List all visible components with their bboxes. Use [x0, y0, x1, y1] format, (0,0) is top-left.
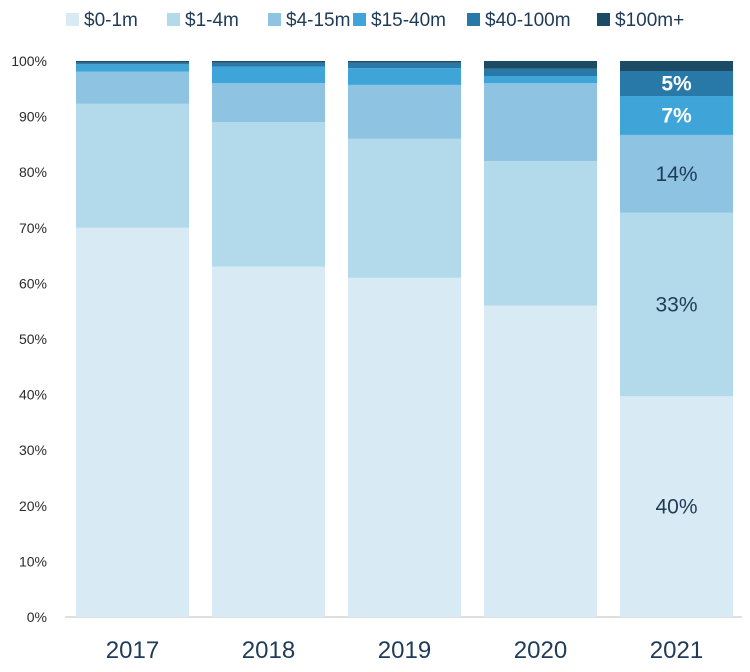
bar-segment [484, 161, 597, 306]
legend-swatch-40-100m [467, 13, 480, 26]
bar-segment [348, 62, 461, 69]
legend-swatch-100m [597, 13, 610, 26]
y-tick-label: 20% [19, 498, 47, 514]
bar-segment [212, 122, 325, 267]
bar-segment [212, 66, 325, 84]
y-axis: 0% 10% 20% 30% 40% 50% 60% 70% 80% 90% 100% [11, 53, 47, 625]
legend-swatch-1-4m [167, 13, 180, 26]
bar-segment [348, 277, 461, 617]
y-tick-label: 30% [19, 442, 47, 458]
legend-label-15-40m: $15-40m [371, 10, 446, 31]
y-tick-label: 40% [19, 387, 47, 403]
y-tick-label: 80% [19, 164, 47, 180]
data-label: 40% [655, 496, 697, 519]
x-tick-label: 2021 [650, 637, 703, 664]
x-tick-label: 2017 [106, 637, 159, 664]
bars [76, 61, 733, 618]
bar-segment [620, 396, 733, 617]
legend-label-0-1m: $0-1m [84, 10, 138, 31]
legend-label-40-100m: $40-100m [485, 10, 571, 31]
legend-label-4-15m: $4-15m [286, 10, 350, 31]
bar-segment [348, 138, 461, 278]
x-tick-label: 2019 [378, 637, 431, 664]
bar-segment [620, 96, 733, 135]
bar-segment [348, 68, 461, 85]
bar-segment [620, 212, 733, 397]
legend-swatch-15-40m [353, 13, 366, 26]
bar-segment [76, 61, 189, 63]
legend: $0-1m $1-4m $4-15m $15-40m $40-100m $100m+ [66, 10, 684, 31]
x-tick-label: 2018 [242, 637, 295, 664]
bar-segment [348, 84, 461, 139]
y-tick-label: 60% [19, 275, 47, 291]
bar-segment [484, 83, 597, 162]
x-tick-label: 2020 [514, 637, 567, 664]
bar-segment [76, 71, 189, 104]
x-axis: 2017 2018 2019 2020 2021 [106, 637, 703, 664]
bar-segment [212, 61, 325, 63]
bar-segment [484, 68, 597, 77]
bar-segment [484, 76, 597, 84]
data-label: 33% [655, 294, 697, 317]
y-tick-label: 50% [19, 331, 47, 347]
segment-labels: 40% 33% 14% 7% 5% [655, 73, 697, 519]
bar-segment [212, 62, 325, 67]
data-label: 14% [655, 163, 697, 186]
data-label: 5% [661, 73, 692, 96]
y-tick-label: 100% [11, 53, 47, 69]
legend-label-1-4m: $1-4m [185, 10, 239, 31]
bar-segment [76, 227, 189, 618]
bar-segment [76, 62, 189, 65]
bar-segment [620, 134, 733, 213]
bar-segment [76, 103, 189, 228]
y-tick-label: 10% [19, 553, 47, 569]
bar-segment [484, 305, 597, 617]
y-tick-label: 70% [19, 220, 47, 236]
legend-swatch-0-1m [66, 13, 79, 26]
bar-segment [212, 83, 325, 123]
legend-swatch-4-15m [268, 13, 281, 26]
bar-segment [484, 61, 597, 69]
bar-segment [76, 64, 189, 72]
y-tick-label: 90% [19, 109, 47, 125]
legend-label-100m: $100m+ [615, 10, 684, 31]
y-tick-label: 0% [27, 609, 47, 625]
bar-segment [620, 61, 733, 72]
data-label: 7% [661, 104, 692, 127]
bar-segment [212, 266, 325, 617]
bar-segment [620, 71, 733, 97]
bar-segment [348, 61, 461, 63]
